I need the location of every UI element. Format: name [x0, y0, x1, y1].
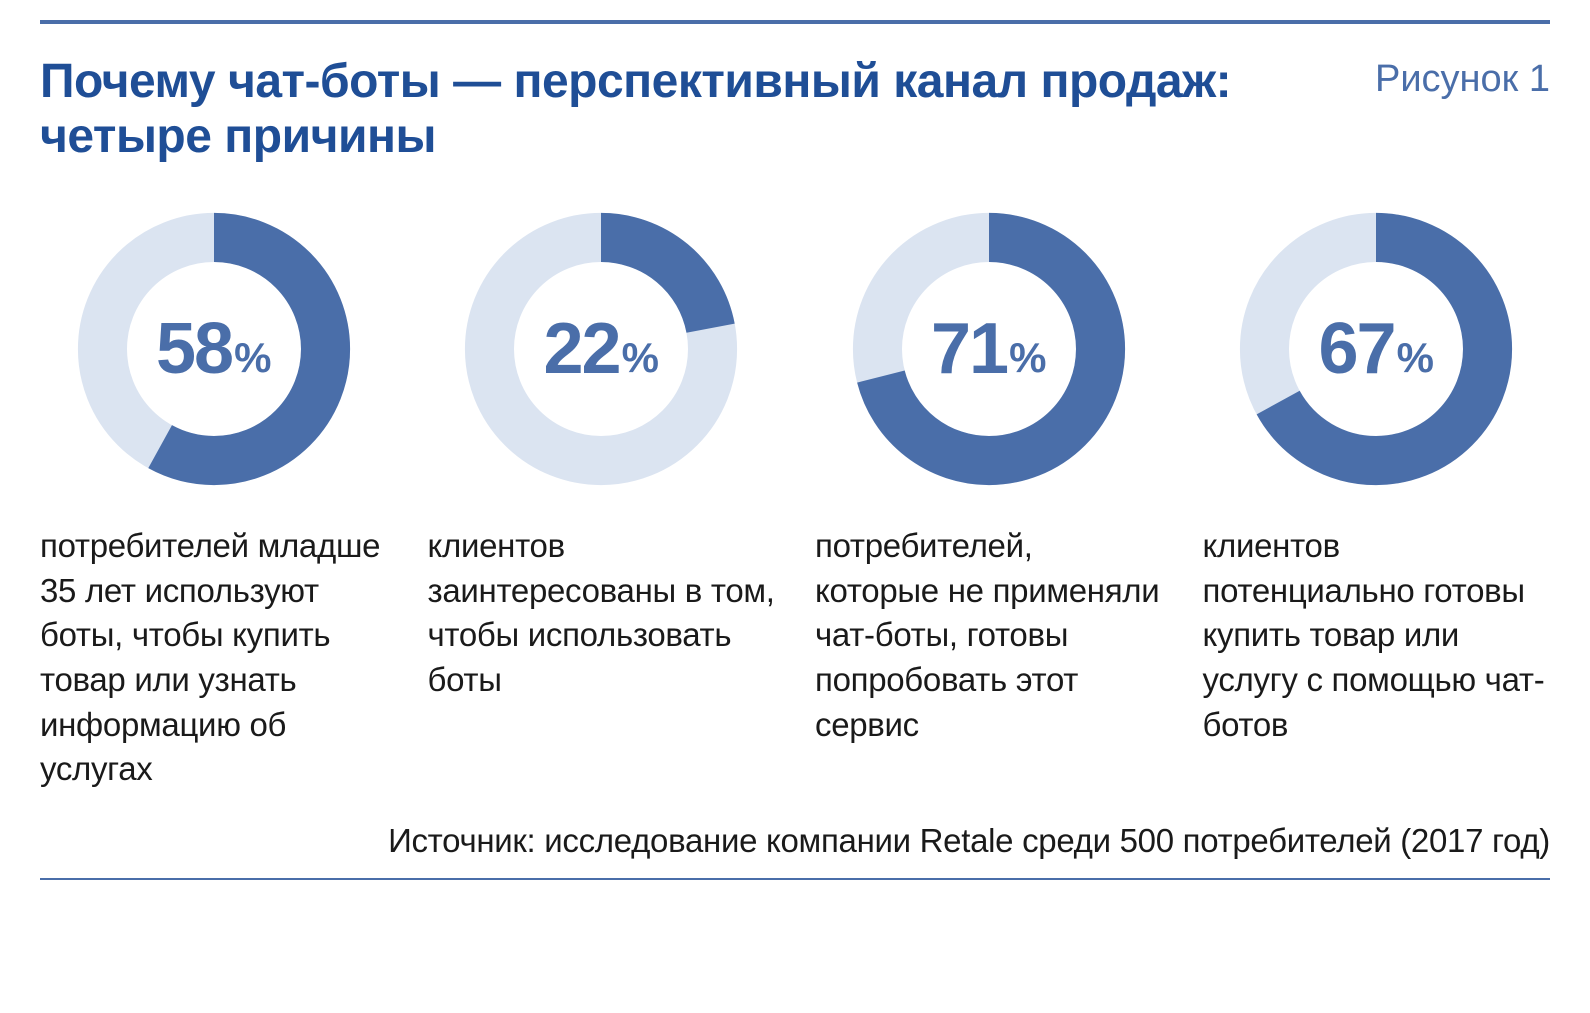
donut-caption: потребителей младше 35 лет используют бо… — [40, 524, 388, 791]
figure-label: Рисунок 1 — [1375, 54, 1550, 101]
donut-item-3: 67 % клиентов потенциально готовы купить… — [1203, 204, 1551, 791]
donut-value: 22 — [544, 308, 620, 390]
donut-chart-0: 58 % — [69, 204, 359, 494]
donut-caption: клиентов потенциально готовы купить това… — [1203, 524, 1551, 747]
bottom-rule — [40, 878, 1550, 880]
source-text: Источник: исследование компании Retale с… — [40, 822, 1550, 860]
top-rule — [40, 20, 1550, 24]
donut-caption: потребителей, которые не применяли чат-б… — [815, 524, 1163, 747]
donut-unit: % — [622, 334, 659, 382]
donut-unit: % — [1397, 334, 1434, 382]
donuts-row: 58 % потребителей младше 35 лет использу… — [40, 204, 1550, 791]
infographic-container: Почему чат-боты — перспективный канал пр… — [40, 20, 1550, 880]
donut-item-0: 58 % потребителей младше 35 лет использу… — [40, 204, 388, 791]
donut-caption: клиентов заинтересованы в том, чтобы исп… — [428, 524, 776, 702]
donut-item-1: 22 % клиентов заинтересованы в том, чтоб… — [428, 204, 776, 791]
donut-unit: % — [234, 334, 271, 382]
donut-chart-2: 71 % — [844, 204, 1134, 494]
donut-center-label: 58 % — [69, 204, 359, 494]
donut-unit: % — [1009, 334, 1046, 382]
donut-center-label: 71 % — [844, 204, 1134, 494]
donut-chart-1: 22 % — [456, 204, 746, 494]
donut-value: 58 — [156, 308, 232, 390]
donut-chart-3: 67 % — [1231, 204, 1521, 494]
donut-center-label: 67 % — [1231, 204, 1521, 494]
donut-value: 71 — [931, 308, 1007, 390]
page-title: Почему чат-боты — перспективный канал пр… — [40, 54, 1240, 164]
header-row: Почему чат-боты — перспективный канал пр… — [40, 54, 1550, 164]
donut-value: 67 — [1319, 308, 1395, 390]
donut-item-2: 71 % потребителей, которые не применяли … — [815, 204, 1163, 791]
donut-center-label: 22 % — [456, 204, 746, 494]
